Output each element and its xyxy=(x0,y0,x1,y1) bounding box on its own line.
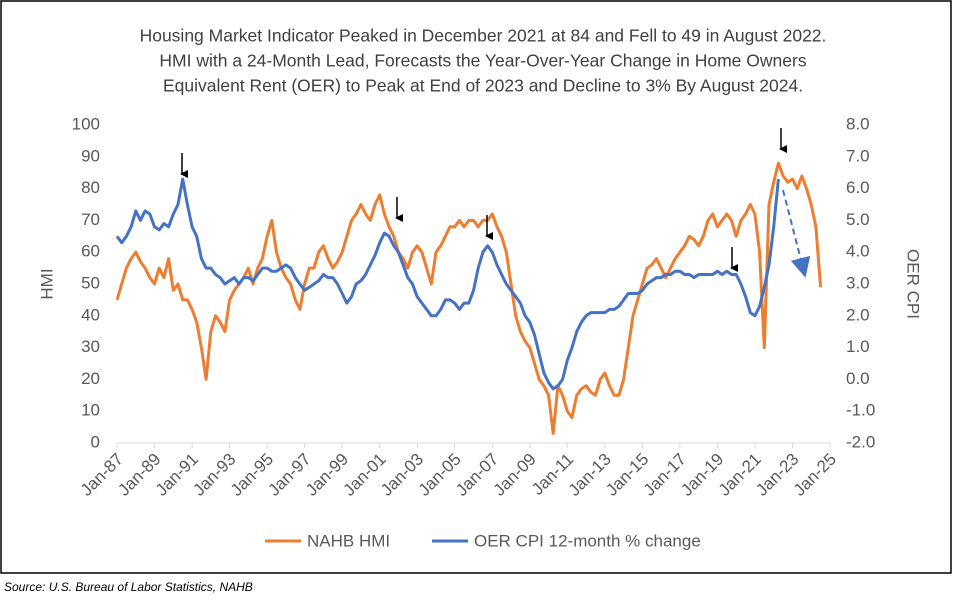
y2-tick-label: 1.0 xyxy=(846,337,870,356)
y-tick-label: 20 xyxy=(81,369,100,388)
y2-tick-label: -2.0 xyxy=(846,432,875,451)
y-tick-label: 60 xyxy=(81,242,100,261)
frame xyxy=(0,0,952,574)
legend-label: NAHB HMI xyxy=(307,531,390,550)
chart-title: Equivalent Rent (OER) to Peak at End of … xyxy=(163,76,803,96)
y2-tick-label: -1.0 xyxy=(846,401,875,420)
y-tick-label: 90 xyxy=(81,146,100,165)
y-tick-label: 50 xyxy=(81,273,100,292)
y2-axis-label: OER CPI xyxy=(904,249,923,319)
y-tick-label: 100 xyxy=(72,114,100,133)
chart-title: Housing Market Indicator Peaked in Decem… xyxy=(140,26,827,46)
legend-label: OER CPI 12-month % change xyxy=(474,531,701,550)
y2-tick-label: 2.0 xyxy=(846,305,870,324)
y-tick-label: 30 xyxy=(81,337,100,356)
y2-tick-label: 0.0 xyxy=(846,369,870,388)
y2-tick-label: 6.0 xyxy=(846,178,870,197)
chart-title: HMI with a 24-Month Lead, Forecasts the … xyxy=(159,51,806,71)
series-line xyxy=(115,177,780,391)
series-line xyxy=(115,161,823,435)
y-tick-label: 70 xyxy=(81,210,100,229)
y2-tick-label: 3.0 xyxy=(846,273,870,292)
y-tick-label: 10 xyxy=(81,401,100,420)
y2-tick-label: 7.0 xyxy=(846,146,870,165)
annotations xyxy=(180,128,811,278)
forecast-arrow xyxy=(782,189,811,278)
y-axis-label: HMI xyxy=(37,268,56,299)
source: Source: U.S. Bureau of Labor Statistics,… xyxy=(4,580,253,594)
y2-tick-label: 5.0 xyxy=(846,210,870,229)
y-tick-label: 0 xyxy=(91,432,100,451)
y2-tick-label: 4.0 xyxy=(846,242,870,261)
y2-tick-label: 8.0 xyxy=(846,114,870,133)
y-tick-label: 40 xyxy=(81,305,100,324)
y-tick-label: 80 xyxy=(81,178,100,197)
